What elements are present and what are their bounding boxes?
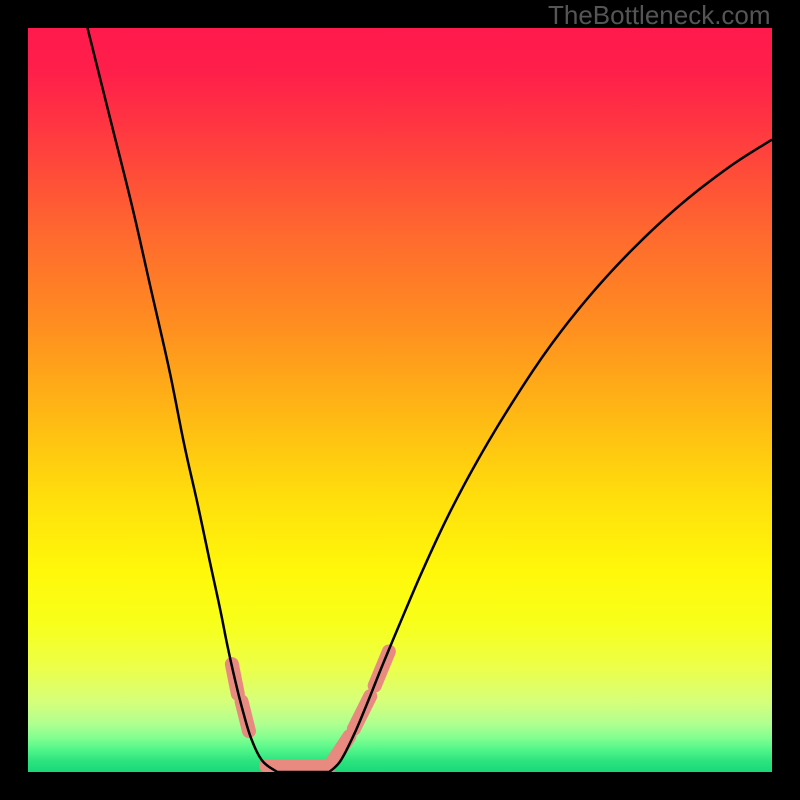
gradient-background — [28, 28, 772, 772]
bottleneck-curve-plot — [28, 28, 772, 772]
watermark-text: TheBottleneck.com — [548, 0, 771, 31]
chart-frame — [28, 28, 772, 772]
